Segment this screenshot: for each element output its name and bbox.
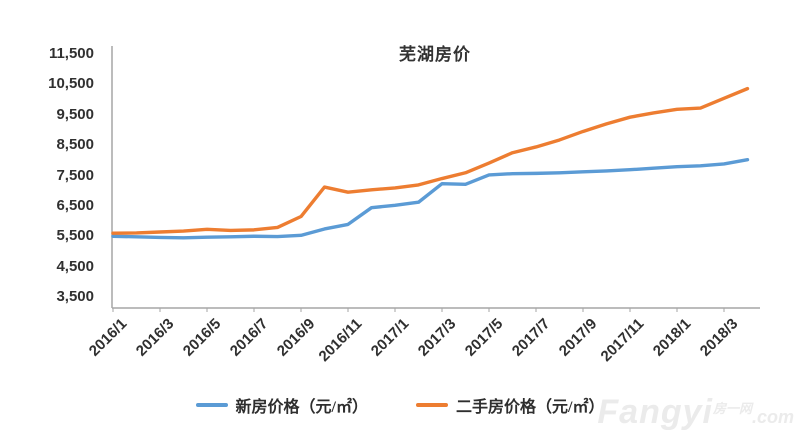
y-tick-label: 10,500 (48, 75, 94, 93)
watermark-logo: Fangyi 房一网 .com (597, 393, 794, 432)
secondhand-series-label: 二手房价格（元/㎡） (456, 399, 605, 416)
watermark-suffix: 房一网 (712, 401, 752, 416)
y-tick-label: 5,500 (56, 227, 94, 245)
y-tick-label: 4,500 (56, 257, 94, 275)
series-line-0 (111, 158, 750, 240)
watermark-domain: .com (751, 407, 794, 427)
watermark-brand: Fangyi (597, 393, 713, 431)
legend-item-secondhand-homes: 二手房价格（元/㎡） (416, 393, 604, 417)
y-tick-label: 11,500 (48, 45, 94, 62)
new-home-series-swatch (195, 403, 228, 407)
new-home-series-label: 新房价格（元/㎡） (235, 399, 368, 416)
y-tick-label: 8,500 (56, 136, 94, 154)
legend-item-new-homes: 新房价格（元/㎡） (195, 393, 368, 417)
series-line-1 (111, 86, 750, 235)
y-tick-label: 9,500 (56, 105, 94, 123)
legend: 新房价格（元/㎡） 二手房价格（元/㎡） (0, 393, 800, 417)
secondhand-series-swatch (416, 403, 448, 407)
chart-title: 芜湖房价 (399, 45, 471, 64)
y-tick-label: 3,500 (56, 288, 94, 305)
y-tick-label: 6,500 (56, 196, 94, 214)
y-tick-label: 7,500 (56, 166, 94, 184)
